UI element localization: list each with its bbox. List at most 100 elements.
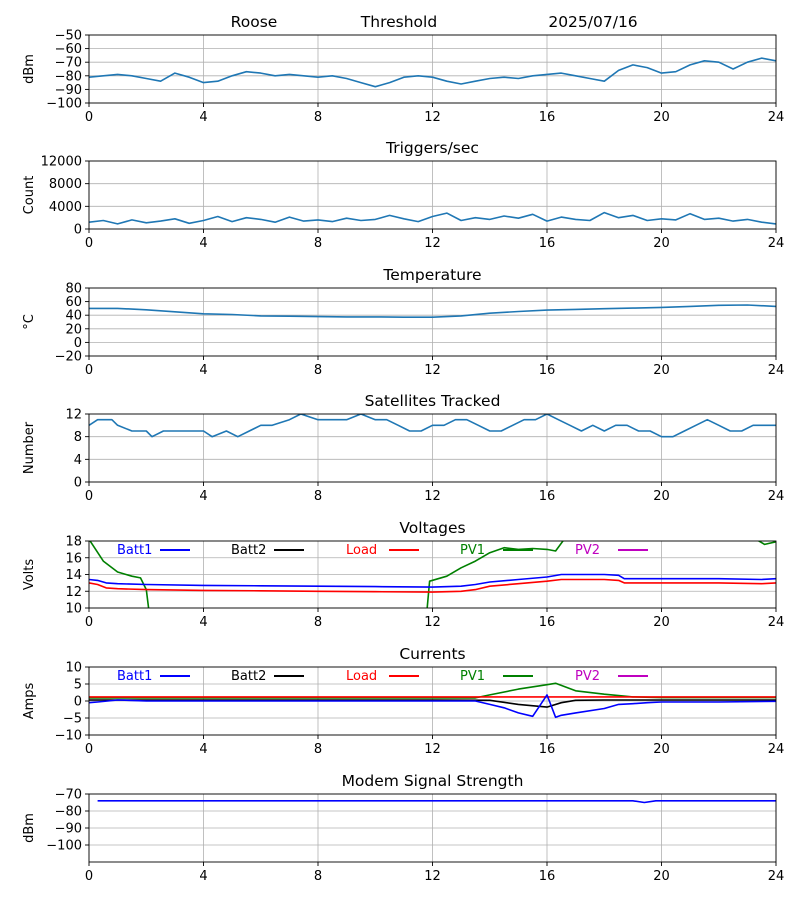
x-tick-label: 24 [768, 110, 785, 125]
x-tick-label: 24 [768, 869, 785, 884]
y-axis-label: dBm [22, 813, 37, 843]
x-tick-label: 12 [424, 742, 441, 757]
y-tick-label: 12000 [41, 155, 82, 170]
y-tick-label: 4 [74, 453, 82, 468]
panel-title: Satellites Tracked [365, 392, 501, 410]
x-tick-label: 8 [314, 110, 322, 125]
legend-label: Batt1 [117, 669, 152, 684]
series-group [89, 57, 776, 88]
y-tick-label: 10 [65, 602, 82, 617]
series-line [89, 414, 776, 438]
header-station: Roose [231, 13, 278, 31]
y-tick-label: 14 [65, 568, 82, 583]
series-line [89, 211, 776, 225]
x-tick-label: 8 [314, 489, 322, 504]
y-tick-label: 4000 [49, 200, 82, 215]
x-tick-label: 24 [768, 615, 785, 630]
x-tick-label: 24 [768, 236, 785, 251]
y-tick-label: 80 [65, 282, 82, 297]
x-tick-label: 8 [314, 363, 322, 378]
y-tick-label: 12 [65, 408, 82, 423]
y-tick-label: 0 [74, 336, 82, 351]
y-tick-label: −5 [63, 712, 82, 727]
x-tick-label: 0 [85, 615, 93, 630]
x-tick-label: 4 [199, 489, 207, 504]
y-tick-label: 0 [74, 695, 82, 710]
x-tick-label: 24 [768, 742, 785, 757]
x-tick-label: 12 [424, 489, 441, 504]
y-axis-label: Number [22, 421, 37, 474]
y-tick-label: 5 [74, 678, 82, 693]
x-tick-label: 20 [653, 236, 670, 251]
panel-title: Modem Signal Strength [342, 772, 524, 790]
y-tick-label: −80 [55, 805, 82, 820]
x-tick-label: 4 [199, 363, 207, 378]
series-line [89, 578, 776, 593]
series-group [97, 800, 776, 804]
x-tick-label: 24 [768, 489, 785, 504]
legend-label: PV1 [460, 543, 485, 558]
x-tick-label: 12 [424, 615, 441, 630]
x-tick-label: 0 [85, 110, 93, 125]
panel-title: Temperature [382, 266, 481, 284]
x-tick-label: 4 [199, 110, 207, 125]
x-tick-label: 8 [314, 742, 322, 757]
series-group [89, 304, 776, 318]
x-tick-label: 12 [424, 236, 441, 251]
series-line [89, 573, 776, 588]
y-tick-label: −100 [46, 97, 82, 112]
x-tick-label: 0 [85, 363, 93, 378]
chart-panel-1: 0 4 8 12 16 20 24 −50−60−70−80−90−100 dBm [22, 29, 784, 126]
y-tick-label: −50 [55, 29, 82, 44]
y-tick-label: −10 [55, 729, 82, 744]
legend-label: PV2 [575, 543, 600, 558]
x-tick-label: 16 [539, 869, 556, 884]
x-tick-label: 16 [539, 742, 556, 757]
header-subtitle: Threshold [360, 13, 437, 31]
y-tick-label: −70 [55, 788, 82, 803]
legend-label: PV1 [460, 669, 485, 684]
x-tick-label: 0 [85, 489, 93, 504]
series-group [89, 682, 776, 719]
legend-label: Batt1 [117, 543, 152, 558]
y-tick-label: 8000 [49, 177, 82, 192]
series-line [89, 694, 776, 719]
y-tick-label: 8 [74, 430, 82, 445]
x-tick-label: 20 [653, 363, 670, 378]
x-tick-label: 20 [653, 110, 670, 125]
x-tick-label: 8 [314, 615, 322, 630]
x-tick-label: 12 [424, 110, 441, 125]
y-tick-label: 0 [74, 223, 82, 238]
x-tick-label: 4 [199, 742, 207, 757]
y-tick-label: 20 [65, 322, 82, 337]
y-tick-label: 60 [65, 295, 82, 310]
legend-label: Load [346, 543, 377, 558]
y-axis-label: Amps [22, 682, 37, 719]
x-tick-label: 12 [424, 363, 441, 378]
chart-panel-4: 0 4 8 12 16 20 24 0 4 8 12 Satellites Tracked Number [22, 392, 784, 504]
y-tick-label: 40 [65, 309, 82, 324]
panel-title: Currents [399, 645, 465, 663]
y-axis-label: °C [22, 314, 37, 330]
x-tick-label: 4 [199, 869, 207, 884]
legend-label: PV2 [575, 669, 600, 684]
y-tick-label: −100 [46, 839, 82, 854]
series-line [89, 304, 776, 318]
y-tick-label: −20 [55, 350, 82, 365]
series-group [89, 211, 776, 225]
x-tick-label: 16 [539, 236, 556, 251]
y-tick-label: 18 [65, 535, 82, 550]
x-tick-label: 16 [539, 615, 556, 630]
series-group [89, 414, 776, 438]
legend-label: Load [346, 669, 377, 684]
x-tick-label: 12 [424, 869, 441, 884]
x-tick-label: 16 [539, 363, 556, 378]
y-tick-label: −90 [55, 83, 82, 98]
y-tick-label: −60 [55, 42, 82, 57]
x-tick-label: 4 [199, 615, 207, 630]
x-tick-label: 4 [199, 236, 207, 251]
